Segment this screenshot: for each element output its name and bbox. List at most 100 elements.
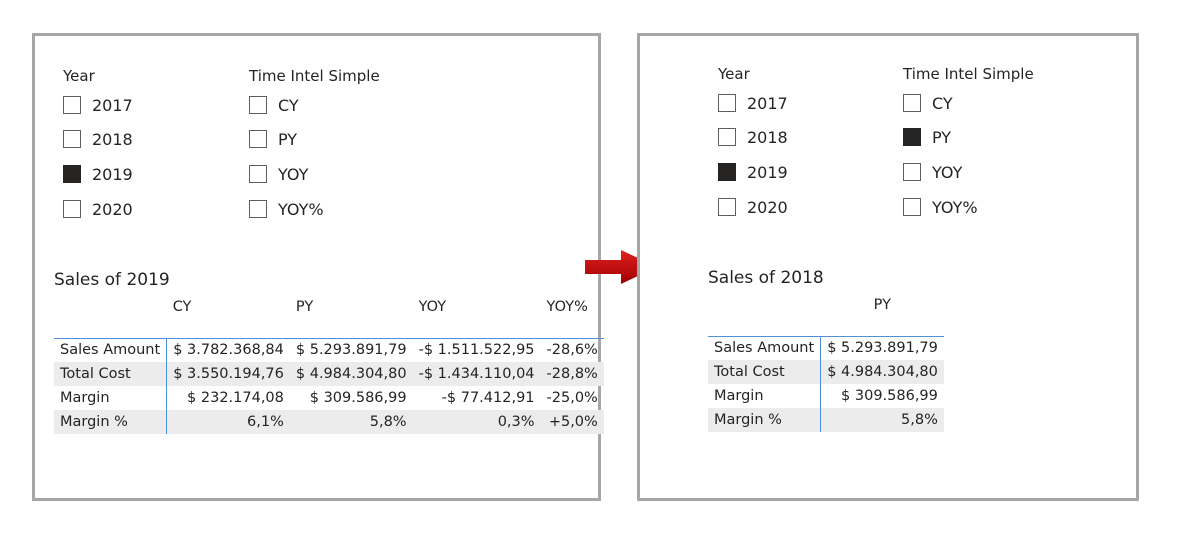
cell: -$ 1.511.522,95 [418,342,535,359]
table-row: Sales Amount $ 5.293.891,79 [708,336,944,360]
year-slicer-title: Year [718,65,750,83]
cell: -$ 77.412,91 [441,390,535,406]
checkbox[interactable] [718,128,736,146]
year-option-2020[interactable]: 2020 [63,198,133,220]
year-option-label: 2017 [92,95,133,115]
cell: 5,8% [820,408,944,432]
cell: $ 309.586,99 [309,390,407,406]
checkbox[interactable] [718,198,736,216]
cell: 0,3% [412,410,541,434]
checkbox[interactable] [903,128,921,146]
report-panel-before: Year 2017 2018 2019 2020 Time Intel Simp… [32,33,604,501]
year-slicer-title: Year [63,67,95,85]
table-row: Sales Amount $ 3.782.368,84 $ 5.293.891,… [54,338,604,362]
time-intel-option-yoy-pct[interactable]: YOY% [249,198,324,220]
column-header-py[interactable]: PY [820,295,944,337]
checkbox[interactable] [249,130,267,148]
checkbox[interactable] [249,165,267,183]
year-option-2019[interactable]: 2019 [63,163,133,185]
year-option-2019[interactable]: 2019 [718,161,788,183]
year-option-label: 2019 [747,162,788,182]
column-header-yoy-pct[interactable]: YOY% [540,297,604,339]
checkbox[interactable] [63,200,81,218]
year-option-2018[interactable]: 2018 [63,128,133,150]
corner-header [708,295,821,337]
checkbox[interactable] [718,94,736,112]
row-header: Total Cost [708,360,822,384]
table-title: Sales of 2019 [54,270,170,290]
cell: +5,0% [540,410,604,434]
cell: $ 5.293.891,79 [295,342,407,359]
row-header: Sales Amount [708,336,822,360]
time-intel-option-yoy[interactable]: YOY [249,163,308,185]
cell: $ 4.984.304,80 [820,360,944,384]
year-option-label: 2020 [92,199,133,219]
year-option-2018[interactable]: 2018 [718,126,788,148]
cell: -28,8% [540,362,604,386]
sales-matrix: CY PY YOY YOY% Sales Amount $ 3.782.368,… [54,297,604,434]
table-title: Sales of 2018 [708,268,824,288]
year-slicer: Year 2017 2018 2019 2020 [718,65,868,225]
year-option-label: 2018 [747,127,788,147]
header-row: CY PY YOY YOY% [54,297,604,339]
column-header-yoy[interactable]: YOY [412,297,541,339]
table-row: Margin $ 309.586,99 [708,384,944,408]
year-option-2020[interactable]: 2020 [718,196,788,218]
cell: $ 232.174,08 [187,390,284,406]
cell: $ 3.782.368,84 [173,342,284,359]
column-header-py[interactable]: PY [289,297,413,339]
time-intel-option-yoy-pct[interactable]: YOY% [903,196,978,218]
time-intel-slicer-title: Time Intel Simple [249,67,380,85]
time-intel-option-label: YOY% [278,199,324,219]
table-row: Margin % 5,8% [708,408,944,432]
checkbox[interactable] [718,163,736,181]
year-option-2017[interactable]: 2017 [718,92,788,114]
cell: $ 3.550.194,76 [166,362,290,386]
checkbox[interactable] [63,130,81,148]
time-intel-option-label: YOY [278,164,309,184]
checkbox[interactable] [903,198,921,216]
time-intel-option-cy[interactable]: CY [903,92,953,114]
table-row: Total Cost $ 4.984.304,80 [708,360,944,384]
time-intel-option-label: PY [278,129,298,149]
checkbox[interactable] [249,200,267,218]
checkbox[interactable] [903,163,921,181]
cell: -28,6% [546,342,598,359]
year-option-label: 2019 [92,164,133,184]
row-header: Sales Amount [54,338,168,362]
checkbox[interactable] [249,96,267,114]
checkbox[interactable] [63,165,81,183]
table-row: Margin % 6,1% 5,8% 0,3% +5,0% [54,410,604,434]
time-intel-option-label: CY [278,95,299,115]
time-intel-option-cy[interactable]: CY [249,94,299,116]
checkbox[interactable] [63,96,81,114]
cell: $ 5.293.891,79 [827,340,938,357]
year-option-2017[interactable]: 2017 [63,94,133,116]
cell: $ 4.984.304,80 [289,362,413,386]
year-option-label: 2017 [747,93,788,113]
time-intel-option-py[interactable]: PY [249,128,297,150]
table-row: Margin $ 232.174,08 $ 309.586,99 -$ 77.4… [54,386,604,410]
time-intel-option-label: CY [932,93,953,113]
year-slicer: Year 2017 2018 2019 2020 [63,67,213,227]
checkbox[interactable] [903,94,921,112]
time-intel-slicer-title: Time Intel Simple [903,65,1034,83]
header-row: PY [708,295,944,337]
year-option-label: 2020 [747,197,788,217]
row-header: Margin [54,386,168,410]
cell: 6,1% [166,410,290,434]
time-intel-option-label: PY [932,127,952,147]
cell: -$ 1.434.110,04 [412,362,541,386]
time-intel-option-label: YOY [932,162,963,182]
row-header: Total Cost [54,362,168,386]
report-panel-after: Year 2017 2018 2019 2020 Time Intel Simp… [637,33,1139,501]
time-intel-slicer: Time Intel Simple CY PY YOY YOY% [249,67,429,227]
corner-header [54,297,167,339]
time-intel-option-py[interactable]: PY [903,126,951,148]
time-intel-option-yoy[interactable]: YOY [903,161,962,183]
column-header-cy[interactable]: CY [166,297,290,339]
cell: -25,0% [546,390,598,406]
cell: 5,8% [289,410,413,434]
table-row: Total Cost $ 3.550.194,76 $ 4.984.304,80… [54,362,604,386]
year-option-label: 2018 [92,129,133,149]
